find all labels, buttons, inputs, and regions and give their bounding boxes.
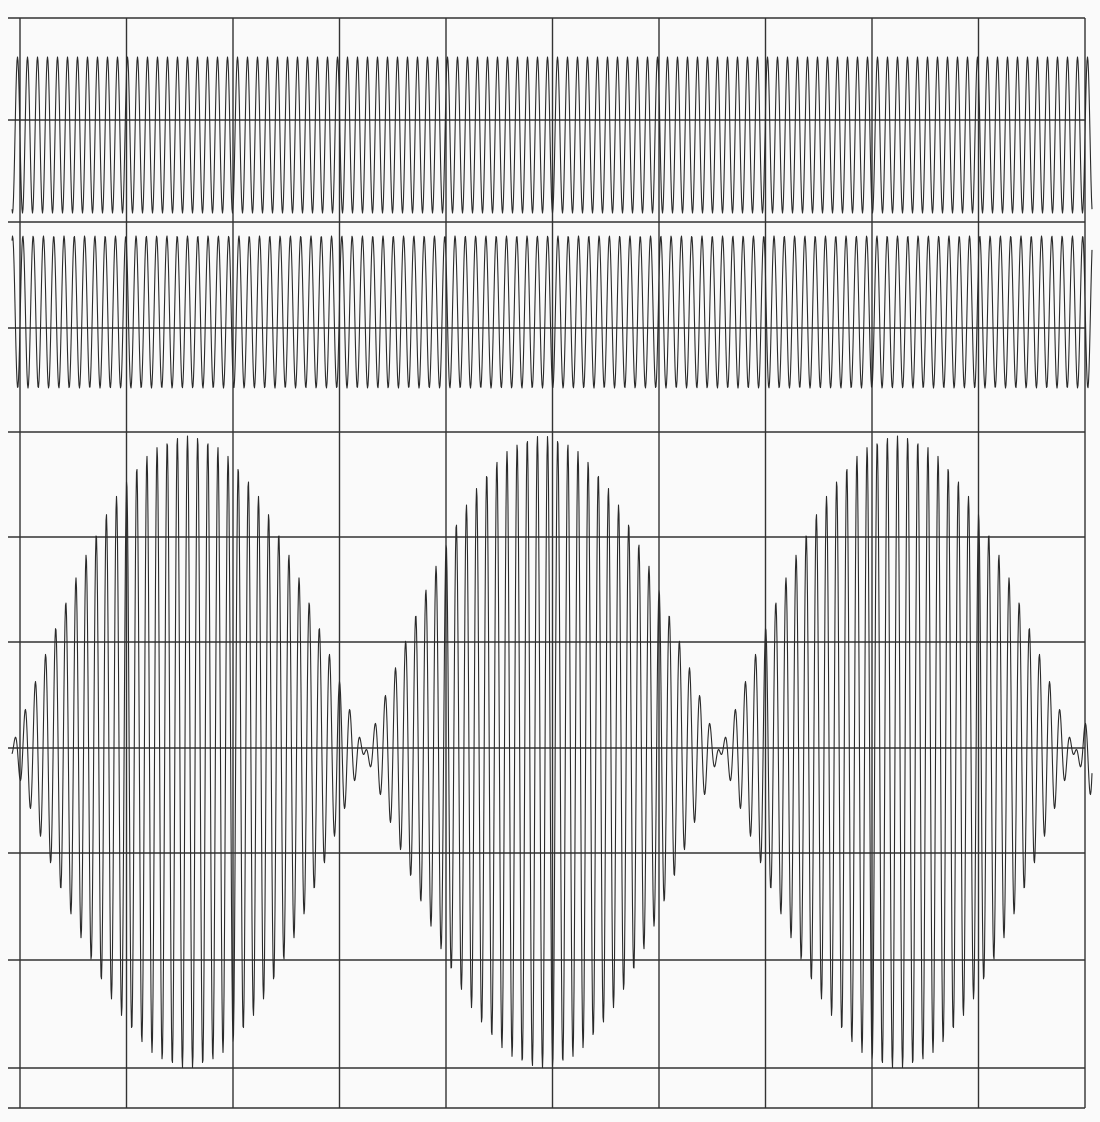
page: (() => { const data = JSON.parse(documen…: [0, 0, 1100, 1122]
recorder-chart: [0, 0, 1100, 1122]
paper: [0, 0, 1100, 1122]
